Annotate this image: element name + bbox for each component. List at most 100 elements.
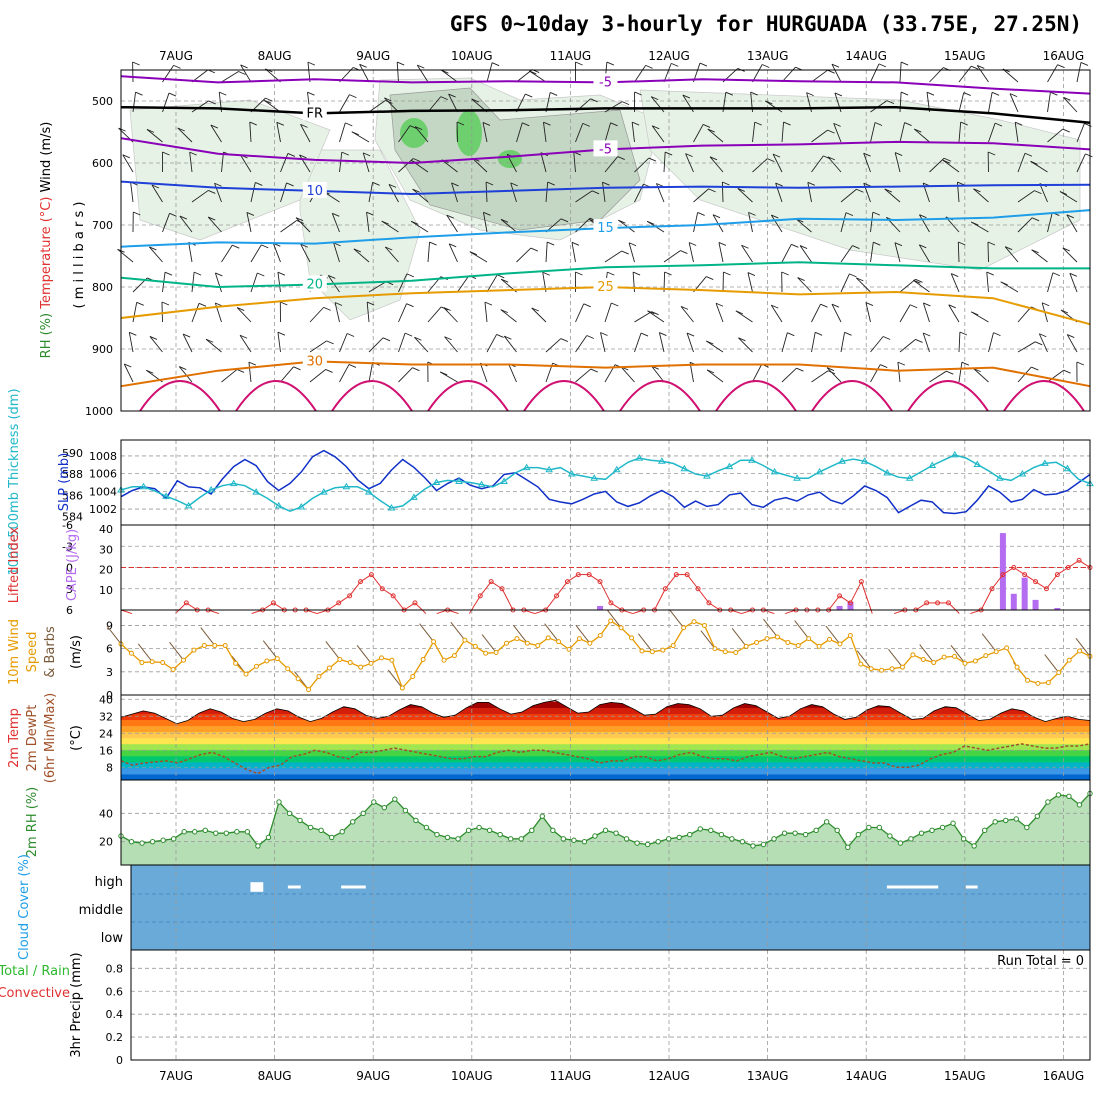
- wind-barb: [239, 335, 252, 353]
- tick-label: 40: [99, 523, 113, 536]
- wind-barb-flag: [750, 91, 758, 96]
- wind-barb-flag: [706, 276, 714, 281]
- thickness-point: [1018, 470, 1027, 477]
- wind-barb-flag: [151, 184, 160, 189]
- rh-point: [971, 843, 977, 849]
- wind-barb: [137, 643, 153, 663]
- date-label-top: 13AUG: [747, 49, 789, 63]
- axis-label-group: Lifted Index: [7, 526, 22, 603]
- lifted-index-point: [684, 572, 690, 578]
- wind-barb: [763, 618, 778, 638]
- rh-point: [560, 836, 567, 842]
- wind-barb-flag: [372, 181, 380, 186]
- wind-barb: [958, 92, 965, 113]
- wind-barb: [387, 669, 403, 689]
- rh-point: [286, 810, 293, 817]
- wind-barb: [715, 303, 724, 323]
- wind-barb: [427, 242, 431, 263]
- wind-barb: [950, 645, 966, 664]
- wind-barb: [1059, 191, 1078, 203]
- rh-point: [781, 830, 788, 836]
- wind-barb: [919, 214, 930, 233]
- rh-point: [392, 796, 398, 802]
- date-label-top: 16AUG: [1043, 49, 1085, 63]
- wind-barb: [339, 152, 343, 173]
- axis-label-group: CAPE (J/kg): [65, 529, 80, 601]
- rh-point: [1066, 793, 1072, 800]
- wind-barb: [469, 251, 488, 263]
- date-label-bottom: 7AUG: [159, 1069, 193, 1083]
- rh-point: [402, 807, 409, 814]
- wind-speed-point: [441, 657, 447, 663]
- wind-barb: [1047, 212, 1053, 233]
- wind-barb: [398, 273, 408, 293]
- wind-barb-flag: [618, 219, 626, 224]
- thickness-point: [274, 501, 283, 509]
- wind-barb-flag: [951, 273, 959, 277]
- wind-barb-flag: [1034, 190, 1042, 195]
- rh-point: [276, 799, 282, 805]
- wind-barb: [721, 181, 724, 203]
- wind-barb: [280, 182, 287, 203]
- wind-barb-flag: [946, 370, 954, 375]
- wind-barb: [604, 122, 612, 143]
- wind-barb-flag: [238, 71, 246, 75]
- date-label-top: 8AUG: [258, 49, 292, 63]
- wind-barb-flag: [385, 246, 393, 251]
- lifted-index-point: [597, 579, 603, 585]
- wind-barb-flag: [406, 303, 414, 308]
- rh-point: [823, 819, 830, 825]
- wind-barb-flag: [440, 371, 448, 376]
- wind-barb-flag: [617, 156, 625, 160]
- wind-barb: [427, 306, 442, 323]
- date-label-bottom: 13AUG: [747, 1069, 789, 1083]
- wind-barb-flag: [1039, 333, 1047, 338]
- wind-barb-flag: [886, 100, 895, 105]
- lifted-index-line: [860, 581, 873, 614]
- wind-barb-flag: [359, 63, 367, 68]
- wind-barb-flag: [136, 301, 144, 306]
- tick-label: 40: [99, 693, 113, 706]
- wind-barb-flag: [341, 151, 349, 156]
- wind-barb: [686, 332, 694, 353]
- wind-barb-flag: [783, 121, 791, 126]
- wind-barb-flag: [118, 127, 126, 132]
- wind-barb: [384, 97, 399, 113]
- tick-label: 700: [92, 219, 113, 232]
- wind-barb: [870, 336, 884, 353]
- rh-point: [687, 831, 693, 838]
- wind-barb: [240, 64, 252, 83]
- wind-barb: [600, 332, 606, 353]
- isotherm-label-bg: [593, 73, 618, 90]
- wind-barb-flag: [606, 61, 615, 66]
- wind-barb: [781, 367, 797, 383]
- wind-barb-flag: [993, 332, 1001, 337]
- wind-barb: [811, 332, 816, 353]
- wind-barb-flag: [706, 340, 714, 345]
- wind-barb: [368, 281, 387, 293]
- tick-label: 6: [106, 643, 113, 656]
- axis-label-group: & Barbs: [43, 626, 58, 678]
- wind-barb-flag: [182, 333, 191, 338]
- wind-barb: [151, 184, 163, 203]
- wind-barb-flag: [942, 159, 951, 164]
- wind-barb: [214, 183, 222, 203]
- isotherm-hot: [235, 380, 317, 412]
- wind-barb: [981, 633, 997, 653]
- wind-barb-flag: [451, 182, 459, 187]
- wind-barb-flag: [831, 303, 840, 308]
- wind-barb-flag: [530, 247, 538, 252]
- wind-barb-flag: [646, 220, 655, 225]
- wind-barb-flag: [958, 241, 966, 246]
- lifted-index-line: [664, 574, 677, 590]
- wind-barb: [899, 278, 916, 293]
- wind-barb: [331, 213, 340, 233]
- cloud-row-label: high: [95, 875, 123, 890]
- isotherm-label-bg: [302, 181, 327, 198]
- wind-barb-flag: [443, 307, 451, 311]
- tick-label: 0.4: [106, 1008, 124, 1021]
- wind-barb-flag: [725, 91, 734, 96]
- rh-point: [476, 824, 482, 831]
- wind-barb-flag: [1069, 272, 1078, 277]
- wind-barb-flag: [827, 129, 835, 134]
